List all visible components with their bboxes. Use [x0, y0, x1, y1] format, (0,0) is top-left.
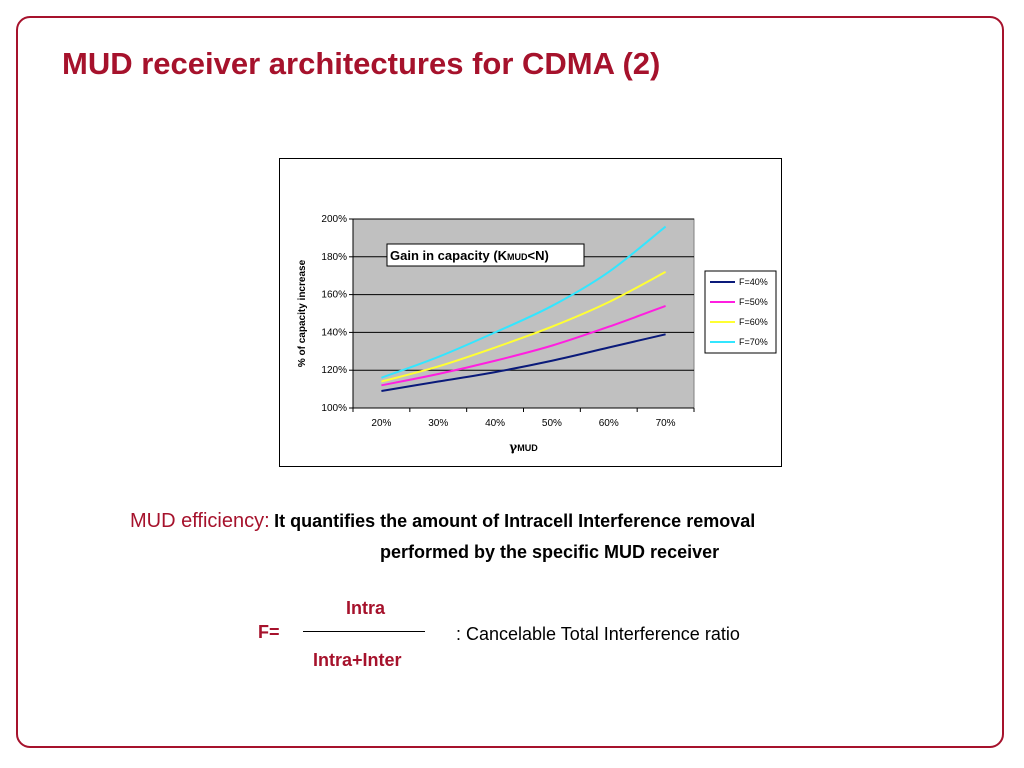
efficiency-text-line2: performed by the specific MUD receiver: [380, 542, 720, 562]
x-tick-label: 70%: [656, 418, 676, 429]
x-tick-label: 60%: [599, 418, 619, 429]
y-tick-label: 160%: [321, 290, 347, 301]
capacity-gain-chart: 100% 120% 140% 160% 180% 200% 20% 30% 40% 50% 60% 7…: [297, 214, 777, 454]
legend-entry: F=40%: [739, 277, 768, 287]
efficiency-block: MUD efficiency: It quantifies the amount…: [130, 510, 970, 562]
y-axis-label: % of capacity increase: [297, 259, 308, 367]
slide-title: MUD receiver architectures for CDMA (2): [62, 46, 661, 81]
legend-entry: F=60%: [739, 317, 768, 327]
series-line-f70: [381, 225, 667, 379]
legend-box: [704, 270, 777, 354]
series-line-f60: [381, 271, 667, 383]
y-tick-label: 180%: [321, 252, 347, 263]
slide-frame: [16, 16, 1004, 748]
y-tick-label: 140%: [321, 327, 347, 338]
y-tick-label: 100%: [321, 403, 347, 414]
formula-description: : Cancelable Total Interference ratio: [456, 624, 740, 644]
formula-denominator: Intra+Inter: [313, 650, 402, 670]
legend-entry: F=70%: [739, 337, 768, 347]
x-tick-label: 50%: [542, 418, 562, 429]
legend-entry: F=50%: [739, 297, 768, 307]
formula-numerator: Intra: [346, 598, 386, 618]
x-tick-label: 20%: [371, 418, 391, 429]
chart-container: 100% 120% 140% 160% 180% 200% 20% 30% 40% 50% 60% 7…: [279, 158, 782, 467]
series-line-f50: [381, 305, 666, 387]
series-line-f40: [381, 333, 666, 392]
chart-title-box: [386, 243, 585, 267]
chart-title: Gain in capacity (KMUD<N): [390, 248, 549, 263]
x-tick-label: 40%: [485, 418, 505, 429]
x-tick-label: 30%: [428, 418, 448, 429]
fraction-bar: [303, 631, 425, 632]
formula-lhs: F=: [258, 622, 280, 642]
efficiency-text-line1: It quantifies the amount of Intracell In…: [274, 511, 756, 531]
efficiency-label: MUD efficiency:: [130, 510, 270, 532]
y-tick-label: 200%: [321, 214, 347, 225]
y-tick-label: 120%: [321, 365, 347, 376]
x-axis-label: γMUD: [509, 440, 538, 454]
